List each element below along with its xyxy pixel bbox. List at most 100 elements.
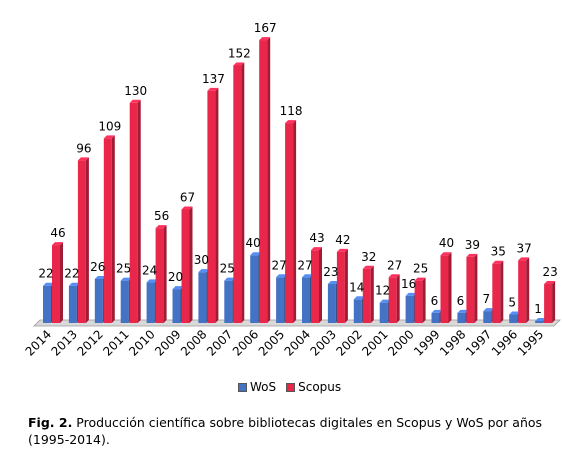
- wos-bar-front: [146, 282, 155, 323]
- scopus-bar-front: [388, 277, 397, 323]
- wos-value-label: 25: [116, 262, 131, 276]
- wos-bar-front: [250, 255, 259, 323]
- scopus-bar-top: [103, 135, 115, 139]
- wos-value-label: 27: [271, 258, 286, 272]
- scopus-bar-front: [52, 245, 60, 323]
- scopus-bar-side: [552, 281, 556, 323]
- scopus-bar-front: [285, 123, 294, 323]
- wos-value-label: 25: [220, 262, 235, 276]
- wos-bar-front: [353, 299, 362, 323]
- scopus-bar-side: [111, 135, 115, 323]
- scopus-value-label: 32: [361, 250, 376, 264]
- scopus-bar-side: [370, 265, 374, 323]
- x-tick-label: 2004: [282, 327, 313, 358]
- wos-bar-top: [483, 308, 495, 312]
- scopus-bar-side: [267, 37, 271, 324]
- scopus-bar-top: [285, 120, 297, 124]
- scopus-bar: [544, 281, 556, 323]
- x-tick-label: 2005: [256, 327, 287, 358]
- scopus-bar-side: [137, 99, 141, 323]
- scopus-bar-top: [492, 260, 504, 264]
- figure-caption: Fig. 2. Producción científica sobre bibl…: [28, 414, 548, 448]
- scopus-bar-side: [241, 62, 245, 324]
- wos-value-label: 26: [90, 260, 105, 274]
- scopus-bar-top: [544, 281, 556, 285]
- legend-label-wos: WoS: [250, 380, 277, 394]
- wos-value-label: 14: [349, 280, 364, 294]
- scopus-bar-top: [466, 253, 478, 257]
- scopus-bar-side: [60, 242, 63, 323]
- wos-value-label: 7: [482, 292, 490, 306]
- wos-bar-top: [327, 281, 339, 285]
- x-tick-label: 2006: [230, 327, 261, 358]
- wos-bar-top: [250, 252, 262, 256]
- wos-bar-top: [43, 282, 54, 286]
- wos-bar-front: [535, 321, 544, 323]
- wos-value-label: 40: [246, 236, 261, 250]
- scopus-value-label: 42: [335, 233, 350, 247]
- wos-bar-top: [379, 299, 391, 303]
- scopus-value-label: 25: [413, 262, 428, 276]
- scopus-bar-front: [518, 260, 527, 323]
- scopus-value-label: 130: [124, 84, 147, 98]
- caption-text: Producción científica sobre bibliotecas …: [28, 415, 543, 447]
- x-tick-label: 2011: [100, 327, 131, 358]
- scopus-bar: [207, 87, 219, 323]
- caption-label: Fig. 2.: [28, 415, 73, 430]
- scopus-bar: [155, 225, 167, 323]
- scopus-bar: [52, 242, 63, 323]
- legend-swatch-wos: [238, 382, 247, 392]
- wos-bar-front: [43, 285, 51, 323]
- bar-chart: 2246229626109251302456206730137251524016…: [23, 21, 561, 359]
- x-tick-label: 2007: [204, 327, 235, 358]
- scopus-value-label: 37: [517, 241, 532, 255]
- scopus-bar: [77, 157, 89, 323]
- scopus-bar-front: [129, 102, 138, 323]
- scopus-value-label: 56: [154, 209, 169, 223]
- scopus-bar: [414, 277, 426, 323]
- scopus-bar-side: [215, 87, 219, 323]
- scopus-bar-front: [492, 263, 501, 323]
- wos-value-label: 12: [375, 284, 390, 298]
- wos-bar-top: [405, 292, 417, 296]
- scopus-bar-side: [163, 225, 167, 323]
- wos-bar-top: [172, 286, 184, 290]
- scopus-bar: [259, 37, 271, 324]
- scopus-bar-front: [259, 40, 268, 324]
- wos-value-label: 27: [297, 258, 312, 272]
- scopus-bar: [388, 274, 400, 323]
- wos-value-label: 30: [194, 253, 209, 267]
- x-tick-label: 1999: [411, 327, 442, 358]
- value-labels: 2246229626109251302456206730137251524016…: [38, 21, 557, 316]
- wos-bar-top: [509, 311, 521, 315]
- scopus-bar: [285, 120, 297, 323]
- wos-bar-front: [509, 314, 518, 323]
- wos-bar-top: [431, 309, 443, 313]
- x-tick-label: 2003: [308, 327, 339, 358]
- scopus-bar-front: [155, 228, 164, 323]
- scopus-bar: [466, 253, 478, 323]
- wos-bar-front: [483, 311, 492, 323]
- scopus-bar: [336, 248, 348, 323]
- scopus-bar-top: [388, 274, 400, 278]
- x-tick-label: 1998: [437, 327, 468, 358]
- scopus-bar: [492, 260, 504, 323]
- scopus-bar-side: [319, 247, 322, 323]
- scopus-bar-top: [129, 99, 141, 103]
- wos-value-label: 16: [401, 277, 416, 291]
- scopus-value-label: 96: [76, 141, 91, 155]
- x-tick-label: 2013: [49, 327, 80, 358]
- scopus-bar-front: [466, 256, 475, 323]
- scopus-bar: [103, 135, 115, 323]
- scopus-bar: [440, 252, 452, 323]
- wos-bar-front: [379, 302, 388, 323]
- scopus-bar-front: [440, 255, 449, 323]
- scopus-value-label: 27: [387, 258, 402, 272]
- wos-bar-front: [276, 277, 285, 323]
- wos-bar-front: [224, 280, 233, 323]
- scopus-bar-side: [344, 248, 348, 323]
- bar-group: [43, 37, 556, 324]
- scopus-bar-front: [207, 90, 216, 323]
- scopus-bar-top: [181, 206, 193, 210]
- x-tick-label: 1996: [489, 327, 520, 358]
